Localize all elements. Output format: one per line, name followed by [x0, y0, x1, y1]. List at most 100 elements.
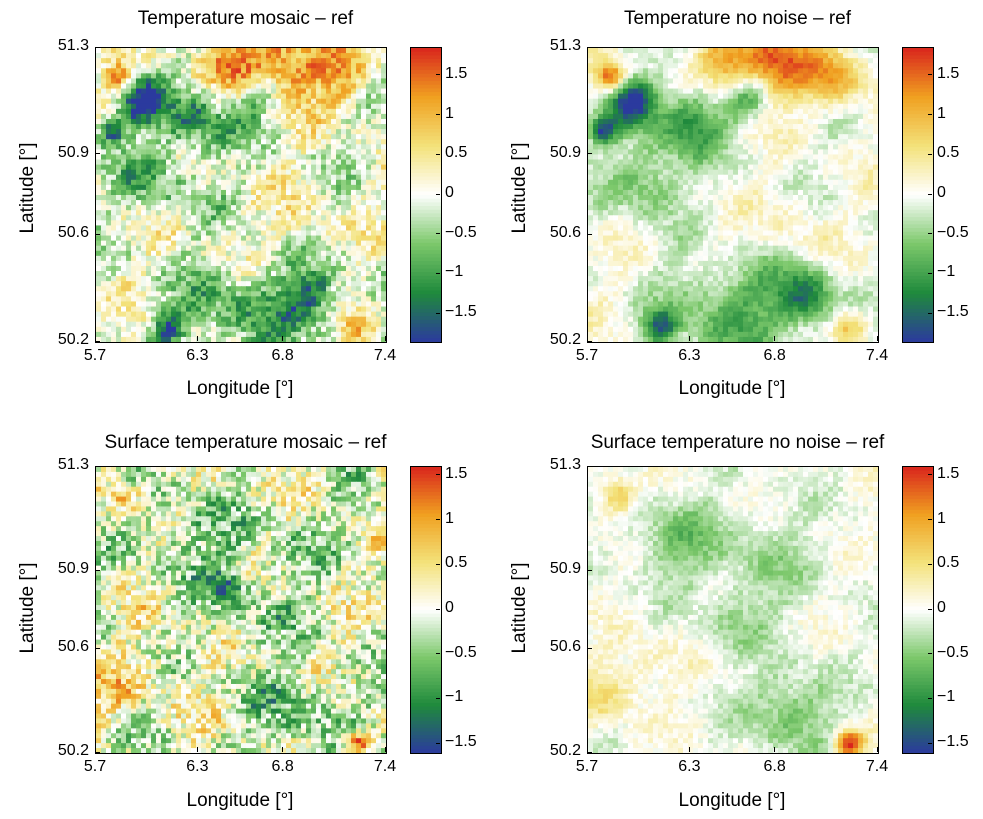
heatmap-cell: [361, 189, 367, 196]
heatmap-cell: [136, 118, 142, 125]
heatmap-cell: [321, 225, 327, 232]
heatmap-cell: [196, 68, 202, 74]
heatmap-cell: [336, 235, 342, 242]
heatmap-cell: [346, 108, 352, 115]
heatmap-cell: [321, 220, 327, 227]
heatmap-cell: [708, 139, 714, 145]
heatmap-cell: [376, 48, 382, 54]
heatmap-cell: [121, 189, 127, 196]
heatmap-cell: [658, 68, 664, 74]
heatmap-cell: [688, 58, 694, 64]
heatmap-cell: [121, 205, 127, 211]
heatmap-cell: [336, 149, 342, 156]
heatmap-cell: [718, 154, 724, 161]
heatmap-cell: [321, 189, 327, 196]
heatmap-cell: [603, 48, 609, 54]
heatmap-cell: [116, 296, 122, 303]
heatmap-cell: [291, 159, 297, 166]
heatmap-cell: [643, 149, 649, 156]
heatmap-cell: [843, 124, 849, 130]
heatmap-cell: [161, 169, 167, 176]
heatmap-cell: [121, 118, 127, 125]
heatmap-cell: [146, 48, 152, 54]
heatmap-cell: [306, 260, 312, 267]
heatmap-cell: [286, 245, 292, 252]
heatmap-cell: [131, 73, 137, 80]
heatmap-cell: [131, 179, 137, 186]
heatmap-cell: [321, 200, 327, 206]
heatmap-cell: [136, 286, 142, 292]
heatmap-cell: [376, 195, 382, 201]
heatmap-cell: [663, 164, 669, 171]
heatmap-cell: [191, 78, 197, 85]
heatmap-cell: [336, 301, 342, 308]
heatmap-cell: [196, 93, 202, 100]
heatmap-cell: [356, 169, 362, 176]
heatmap-cell: [723, 169, 729, 176]
heatmap-cell: [261, 271, 267, 277]
heatmap-cell: [708, 169, 714, 176]
heatmap-cell: [106, 306, 112, 313]
heatmap-cell: [643, 154, 649, 161]
heatmap-cell: [136, 215, 142, 221]
heatmap-cell: [141, 225, 147, 232]
heatmap-cell: [176, 139, 182, 145]
heatmap-cell: [361, 291, 367, 297]
heatmap-cell: [718, 63, 724, 69]
heatmap-cell: [733, 174, 739, 181]
heatmap-cell: [793, 73, 799, 80]
heatmap-cell: [321, 260, 327, 267]
heatmap-cell: [186, 164, 192, 171]
heatmap-cell: [316, 48, 322, 54]
heatmap-cell: [808, 48, 814, 54]
heatmap-cell: [838, 144, 844, 150]
heatmap-cell: [166, 113, 172, 120]
heatmap-cell: [176, 113, 182, 120]
heatmap-cell: [743, 103, 749, 110]
heatmap-cell: [281, 260, 287, 267]
heatmap-cell: [196, 200, 202, 206]
heatmap-cell: [618, 118, 624, 125]
heatmap-cell: [628, 144, 634, 150]
heatmap-cell: [111, 159, 117, 166]
heatmap-cell: [191, 265, 197, 272]
heatmap-cell: [838, 63, 844, 69]
heatmap-cell: [226, 174, 232, 181]
heatmap-cell: [598, 129, 604, 135]
heatmap-cell: [276, 210, 282, 216]
heatmap-cell: [201, 331, 207, 338]
heatmap-cell: [848, 53, 854, 59]
heatmap-cell: [111, 336, 117, 342]
heatmap-cell: [346, 68, 352, 74]
heatmap-cell: [121, 250, 127, 257]
heatmap-cell: [131, 164, 137, 171]
heatmap-cell: [608, 113, 614, 120]
heatmap-cell: [171, 118, 177, 125]
heatmap-cell: [628, 134, 634, 140]
heatmap-cell: [828, 144, 834, 150]
heatmap-cell: [653, 124, 659, 130]
heatmap-cell: [131, 316, 137, 323]
heatmap-cell: [753, 88, 759, 95]
heatmap-cell: [251, 189, 257, 196]
heatmap-cell: [306, 245, 312, 252]
heatmap-cell: [723, 103, 729, 110]
heatmap-cell: [256, 169, 262, 176]
heatmap-cell: [703, 159, 709, 166]
heatmap-cell: [331, 174, 337, 181]
heatmap-cell: [256, 129, 262, 135]
heatmap-cell: [256, 88, 262, 95]
heatmap-cell: [186, 321, 192, 328]
heatmap-cell: [763, 73, 769, 80]
heatmap-cell: [126, 281, 132, 287]
heatmap-cell: [366, 164, 372, 171]
colorbar-band: [411, 62, 441, 67]
heatmap-cell: [723, 118, 729, 125]
heatmap-cell: [331, 195, 337, 201]
heatmap-cell: [723, 48, 729, 54]
heatmap-cell: [336, 88, 342, 95]
heatmap-cell: [256, 58, 262, 64]
heatmap-cell: [693, 113, 699, 120]
heatmap-cell: [111, 260, 117, 267]
heatmap-cell: [206, 174, 212, 181]
